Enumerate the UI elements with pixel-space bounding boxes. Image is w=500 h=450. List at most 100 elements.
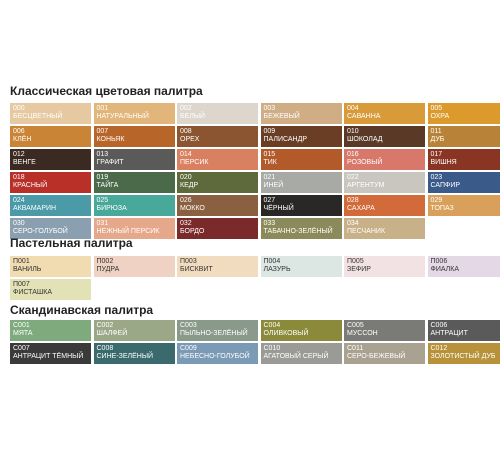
swatch: 001 НАТУРАЛЬНЫЙ (93, 103, 175, 124)
swatch-code: 028 (347, 197, 359, 204)
swatch-name: АНТРАЦИТ (430, 330, 468, 337)
swatch: 003 БЕЖЕВЫЙ (260, 103, 342, 124)
swatch: 019 ТАЙГА (93, 172, 175, 193)
swatch-code: 025 (96, 197, 109, 204)
swatch: П006 ФИАЛКА (427, 256, 500, 277)
swatch: 016 РОЗОВЫЙ (344, 149, 425, 170)
swatch: С001 МЯТА (10, 320, 91, 341)
swatch-name: РОЗОВЫЙ (347, 159, 383, 166)
swatch-code: П002 (96, 258, 114, 265)
swatch: 032 БОРДО (177, 218, 258, 239)
swatch: 020 КЕДР (177, 172, 258, 193)
swatch-code: 011 (430, 128, 442, 135)
swatch-name: САПФИР (430, 182, 461, 189)
swatch-name: ШОКОЛАД (347, 136, 383, 143)
swatch-code: 012 (13, 151, 25, 158)
swatch: П005 ЗЕФИР (344, 256, 425, 277)
swatch-code: С009 (180, 345, 197, 352)
swatch-name: КЛЁН (13, 136, 32, 143)
swatch-code: 023 (430, 174, 443, 181)
swatch-name: ФИАЛКА (430, 266, 460, 273)
swatch: П002 ПУДРА (93, 256, 175, 277)
swatch-code: П006 (430, 258, 448, 265)
swatch: П003 БИСКВИТ (177, 256, 258, 277)
swatch-code: 017 (430, 151, 443, 158)
swatch: 002 БЕЛЫЙ (177, 103, 258, 124)
swatch: 018 КРАСНЫЙ (10, 172, 91, 193)
section-title: Скандинавская палитра (10, 303, 154, 317)
swatch-name: ШАЛФЕЙ (96, 330, 128, 337)
swatch-code: С001 (13, 322, 30, 329)
swatch-code: 003 (263, 105, 276, 112)
swatch-name: ЗОЛОТИСТЫЙ ДУБ (430, 353, 496, 360)
swatch-name: ЛАЗУРЬ (263, 266, 291, 273)
swatch-name: ТИК (263, 159, 277, 166)
swatch-name: ТОПАЗ (430, 205, 454, 212)
swatch-name: НЕБЕСНО-ГОЛУБОЙ (180, 353, 250, 360)
swatch-code: 015 (263, 151, 276, 158)
swatch: 008 ОРЕХ (177, 126, 258, 147)
swatch-name: ЧЁРНЫЙ (263, 205, 294, 212)
swatch-code: 032 (180, 220, 192, 227)
swatch: 011 ДУБ (427, 126, 500, 147)
swatch: С006 АНТРАЦИТ (427, 320, 500, 341)
swatch-code: 013 (96, 151, 109, 158)
swatch: 033 ТАБАЧНО-ЗЕЛЁНЫЙ (260, 218, 342, 239)
swatch: 027 ЧЁРНЫЙ (260, 195, 342, 216)
swatch-code: 022 (347, 174, 359, 181)
swatch: 000 БЕСЦВЕТНЫЙ (10, 103, 91, 124)
swatch-name: ПЕСЧАНИК (347, 228, 386, 235)
swatch: 029 ТОПАЗ (427, 195, 500, 216)
swatch: 014 ПЕРСИК (177, 149, 258, 170)
swatch-name: ОЛИВКОВЫЙ (263, 330, 309, 337)
swatch: С002 ШАЛФЕЙ (93, 320, 175, 341)
swatch-name: ОХРА (430, 113, 450, 120)
swatch-code: 000 (13, 105, 25, 112)
swatch-code: 021 (263, 174, 276, 181)
swatch-code: 034 (347, 220, 359, 227)
swatch-name: ФИСТАШКА (13, 289, 53, 296)
swatch-name: МОККО (180, 205, 205, 212)
swatch-code: С004 (263, 322, 281, 329)
swatch-code: С007 (13, 345, 30, 352)
swatch: 013 ГРАФИТ (93, 149, 175, 170)
swatch-code: С003 (180, 322, 197, 329)
swatch-code: С012 (430, 345, 448, 352)
swatch-code: С002 (96, 322, 114, 329)
swatch-code: 010 (347, 128, 359, 135)
swatch-code: С005 (347, 322, 364, 329)
swatch: 021 ИНЕЙ (260, 172, 342, 193)
swatch-name: МУССОН (347, 330, 378, 337)
swatch: 022 АРГЕНТУМ (344, 172, 425, 193)
swatch-name: БЕЖЕВЫЙ (263, 113, 300, 120)
swatch-name: БИСКВИТ (180, 266, 213, 273)
swatch: 015 ТИК (260, 149, 342, 170)
section-title: Пастельная палитра (10, 236, 133, 250)
swatch-code: П004 (263, 258, 281, 265)
swatch-code: 029 (430, 197, 443, 204)
swatch-code: 007 (96, 128, 109, 135)
swatch-name: КЕДР (180, 182, 199, 189)
swatch-name: АРГЕНТУМ (347, 182, 385, 189)
swatch-name: НАТУРАЛЬНЫЙ (96, 113, 149, 120)
swatch: 026 МОККО (177, 195, 258, 216)
swatch-name: ВАНИЛЬ (13, 266, 42, 273)
swatch: 010 ШОКОЛАД (344, 126, 425, 147)
swatch: П004 ЛАЗУРЬ (260, 256, 342, 277)
swatch-code: 020 (180, 174, 192, 181)
swatch: С009 НЕБЕСНО-ГОЛУБОЙ (177, 343, 258, 364)
swatch-code: 018 (13, 174, 25, 181)
swatch-code: 019 (96, 174, 109, 181)
swatch: 034 ПЕСЧАНИК (344, 218, 425, 239)
swatch-code: 024 (13, 197, 25, 204)
swatch-code: 030 (13, 220, 25, 227)
swatch-code: 005 (430, 105, 443, 112)
swatch-name: КРАСНЫЙ (13, 182, 48, 189)
swatch-name: БИРЮЗА (96, 205, 127, 212)
swatch-name: САВАННА (347, 113, 381, 120)
swatch-name: СИНЕ-ЗЕЛЁНЫЙ (96, 353, 154, 360)
swatch: 007 КОНЬЯК (93, 126, 175, 147)
swatch-code: 008 (180, 128, 192, 135)
swatch-name: НЕЖНЫЙ ПЕРСИК (96, 228, 160, 235)
swatch: С012 ЗОЛОТИСТЫЙ ДУБ (427, 343, 500, 364)
